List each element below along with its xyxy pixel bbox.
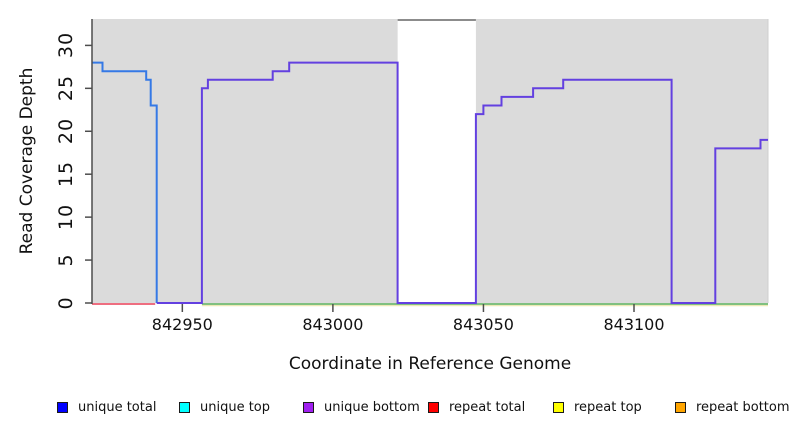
x-tick-label: 842950 [151, 315, 213, 334]
legend-label: unique bottom [324, 399, 420, 415]
legend-item: repeat bottom [675, 397, 790, 417]
y-tick-label: 20 [55, 118, 77, 145]
y-tick-label: 15 [55, 161, 77, 188]
legend-swatch [179, 401, 190, 413]
legend-label: repeat top [574, 399, 642, 415]
y-tick-label: 10 [55, 204, 77, 231]
y-tick-label: 0 [55, 296, 77, 310]
series-unique-coverage-main [156, 61, 768, 304]
y-tick-label: 30 [55, 32, 77, 59]
x-axis-title: Coordinate in Reference Genome [288, 354, 572, 374]
repeat-region-band [397, 19, 476, 303]
series-unique-total-left [92, 61, 158, 303]
legend-item: unique top [179, 397, 270, 417]
x-tick-label: 843100 [603, 315, 665, 334]
legend-item: unique total [57, 397, 156, 417]
legend-swatch [553, 401, 564, 413]
legend-swatch [57, 401, 68, 413]
legend-label: repeat bottom [696, 399, 790, 415]
legend-item: repeat total [428, 397, 525, 417]
legend-swatch [428, 401, 439, 413]
x-tick-label: 843050 [452, 315, 514, 334]
y-axis-title: Read Coverage Depth [17, 67, 37, 255]
y-tick-label: 5 [55, 253, 77, 267]
legend-label: repeat total [449, 399, 526, 415]
legend-label: unique top [200, 399, 271, 415]
chart-legend: unique total unique top unique bottom repea… [0, 397, 792, 419]
legend-item: unique bottom [303, 397, 420, 417]
legend-swatch [675, 401, 686, 413]
legend-label: unique total [78, 399, 157, 415]
legend-swatch [303, 401, 314, 413]
legend-item: repeat top [553, 397, 642, 417]
y-tick-label: 25 [55, 75, 77, 102]
x-tick-label: 843000 [302, 315, 364, 334]
